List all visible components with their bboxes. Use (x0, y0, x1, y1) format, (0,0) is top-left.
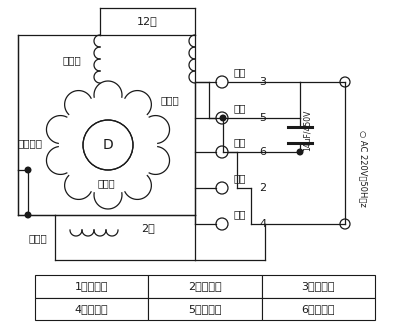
Text: 公共绕组: 公共绕组 (18, 138, 42, 148)
Text: 1（空脚）: 1（空脚） (75, 281, 108, 291)
Text: 红色: 红色 (233, 173, 246, 183)
Text: 白色: 白色 (233, 209, 246, 219)
Circle shape (83, 120, 133, 170)
Text: 4: 4 (259, 219, 266, 229)
Bar (35, 297, 148, 320)
Text: D: D (103, 138, 113, 152)
Text: 黑色: 黑色 (233, 67, 246, 77)
Circle shape (24, 212, 32, 218)
Circle shape (220, 114, 226, 122)
Text: 主绕组: 主绕组 (63, 55, 81, 65)
Text: 5: 5 (259, 113, 266, 123)
Text: 12极: 12极 (137, 17, 158, 27)
Circle shape (24, 166, 32, 174)
Text: 主绕组: 主绕组 (97, 178, 115, 188)
Text: 6: 6 (259, 147, 266, 157)
Text: 灰色: 灰色 (233, 137, 246, 147)
Text: 2: 2 (259, 183, 266, 193)
Circle shape (296, 149, 304, 155)
Bar (262, 297, 375, 320)
Text: 副绕组: 副绕组 (161, 95, 179, 105)
Bar (148, 297, 262, 320)
Bar (148, 275, 262, 297)
Bar (262, 275, 375, 297)
Text: 14μF/450V: 14μF/450V (303, 109, 312, 151)
Text: 5（蓝色）: 5（蓝色） (188, 304, 222, 314)
Text: 3（黑色）: 3（黑色） (302, 281, 335, 291)
Text: 2极: 2极 (141, 223, 155, 233)
Text: 2（红色）: 2（红色） (188, 281, 222, 291)
Text: 3: 3 (259, 77, 266, 87)
Text: 副绕组: 副绕组 (29, 233, 47, 243)
Text: 4（白色）: 4（白色） (75, 304, 108, 314)
Text: 6（灰色）: 6（灰色） (302, 304, 335, 314)
Bar (35, 275, 148, 297)
Text: 蓝色: 蓝色 (233, 103, 246, 113)
Text: ○ AC 220V（50H）z: ○ AC 220V（50H）z (358, 130, 368, 206)
